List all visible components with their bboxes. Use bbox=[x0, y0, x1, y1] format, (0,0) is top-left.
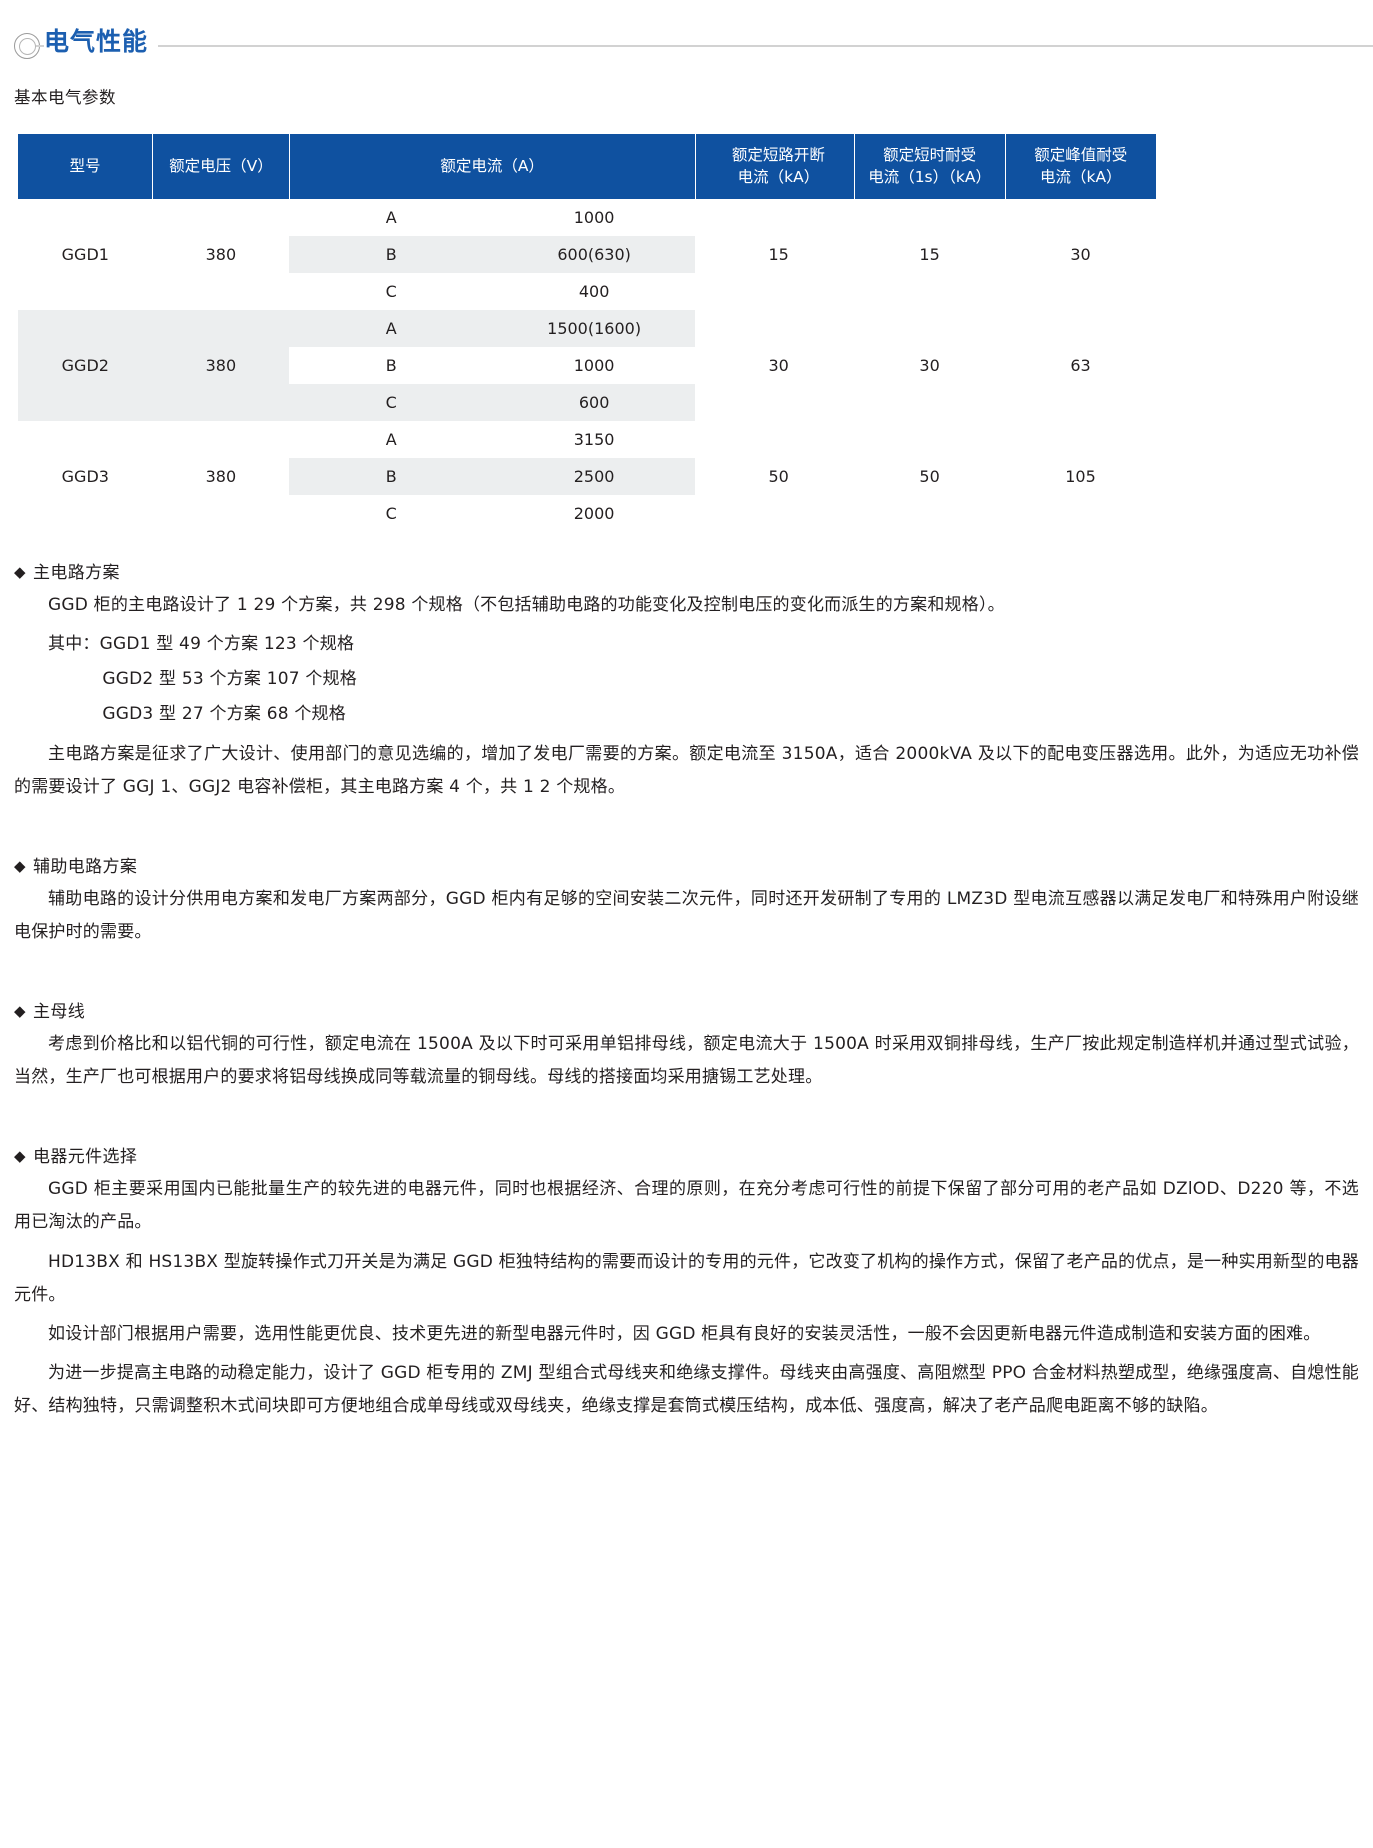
col-header-short-time-current: 额定短时耐受 电流（1s）（kA） bbox=[854, 134, 1006, 199]
table-row: GGD1 380 A 1000 15 15 30 bbox=[18, 198, 1156, 310]
col-header-current: 额定电流（A） bbox=[289, 134, 696, 199]
electrical-parameters-table: 型号 额定电压（V） 额定电流（A） 额定短路开断 电流（kA） 额定短时耐受 … bbox=[18, 134, 1156, 532]
component-selection-paragraph-4: 为进一步提高主电路的动稳定能力，设计了 GGD 柜专用的 ZMJ 型组合式母线夹… bbox=[14, 1363, 1359, 1417]
table-row: B 1000 bbox=[18, 347, 1156, 384]
col-header-model: 型号 bbox=[18, 134, 154, 199]
table-row: GGD3 380 A 3150 50 50 105 bbox=[18, 420, 1156, 532]
cell-voltage-ggd3: 380 bbox=[205, 466, 237, 486]
cell-model-ggd3: GGD3 bbox=[61, 466, 109, 486]
heading-component-selection-label: 电器元件选择 bbox=[32, 1147, 138, 1168]
main-circuit-paragraph-2: 其中：GGD1 型 49 个方案 123 个规格 bbox=[48, 634, 355, 655]
main-circuit-paragraph-3: GGD2 型 53 个方案 107 个规格 bbox=[102, 669, 357, 690]
table-row: C 2000 bbox=[18, 495, 1156, 532]
col-header-breaking-line2: 电流（kA） bbox=[737, 168, 820, 187]
table-row: B 2500 bbox=[18, 457, 1156, 495]
diamond-bullet-icon: ◆ bbox=[14, 1002, 26, 1021]
cell-phase: C bbox=[385, 503, 397, 523]
cell-peak-current-ggd3: 105 bbox=[1065, 466, 1096, 486]
table-row: B 600(630) bbox=[18, 235, 1156, 273]
cell-phase: C bbox=[385, 281, 397, 301]
cell-current: 3150 bbox=[573, 429, 615, 449]
cell-current: 1500(1600) bbox=[493, 309, 696, 347]
heading-component-selection: ◆ 电器元件选择 bbox=[14, 1142, 1373, 1167]
heading-main-circuit-label: 主电路方案 bbox=[32, 562, 120, 583]
col-header-short-time-line1: 额定短时耐受 bbox=[883, 146, 977, 164]
col-header-voltage: 额定电压（V） bbox=[152, 134, 290, 199]
heading-auxiliary-circuit-label: 辅助电路方案 bbox=[32, 856, 138, 877]
cell-phase: B bbox=[289, 457, 494, 495]
spacer bbox=[0, 1094, 1373, 1116]
spacer bbox=[0, 949, 1373, 971]
table-row: C 400 bbox=[18, 273, 1156, 310]
cell-phase: B bbox=[385, 355, 397, 375]
header-divider-line bbox=[36, 45, 1373, 47]
cell-breaking-current-ggd2: 30 bbox=[768, 355, 789, 375]
main-busbar-paragraph-1: 考虑到价格比和以铝代铜的可行性，额定电流在 1500A 及以下时可采用单铝排母线… bbox=[14, 1034, 1359, 1088]
auxiliary-circuit-paragraph-1: 辅助电路的设计分供用电方案和发电厂方案两部分，GGD 柜内有足够的空间安装二次元… bbox=[14, 888, 1359, 942]
subsection-label: 基本电气参数 bbox=[14, 88, 116, 107]
component-selection-paragraph-2: HD13BX 和 HS13BX 型旋转操作式刀开关是为满足 GGD 柜独特结构的… bbox=[14, 1251, 1359, 1305]
table-row: GGD2 380 A 1500(1600) 30 30 63 bbox=[18, 309, 1156, 421]
spacer bbox=[0, 804, 1373, 826]
col-header-breaking-line1: 额定短路开断 bbox=[731, 146, 825, 164]
main-circuit-paragraph-4: GGD3 型 27 个方案 68 个规格 bbox=[102, 704, 346, 725]
table-body: GGD1 380 A 1000 15 15 30 B 600(630) C 40… bbox=[18, 198, 1156, 532]
cell-current: 2500 bbox=[493, 457, 696, 495]
col-header-peak-line1: 额定峰值耐受 bbox=[1034, 146, 1128, 164]
cell-phase: A bbox=[385, 207, 397, 227]
heading-auxiliary-circuit: ◆ 辅助电路方案 bbox=[14, 852, 1373, 877]
component-selection-paragraph-1: GGD 柜主要采用国内已能批量生产的较先进的电器元件，同时也根据经济、合理的原则… bbox=[14, 1179, 1359, 1233]
cell-current: 2000 bbox=[573, 503, 615, 523]
cell-spacer bbox=[695, 420, 704, 532]
cell-peak-current-ggd1: 30 bbox=[1070, 244, 1091, 264]
spec-table-container: 型号 额定电压（V） 额定电流（A） 额定短路开断 电流（kA） 额定短时耐受 … bbox=[18, 134, 1359, 532]
cell-spacer bbox=[695, 198, 704, 310]
col-header-short-time-line2: 电流（1s）（kA） bbox=[868, 168, 991, 187]
col-header-peak-current: 额定峰值耐受 电流（kA） bbox=[1005, 134, 1156, 199]
diamond-bullet-icon: ◆ bbox=[14, 562, 26, 581]
main-circuit-paragraph-5: 主电路方案是征求了广大设计、使用部门的意见选编的，增加了发电厂需要的方案。额定电… bbox=[14, 743, 1359, 797]
col-header-spacer bbox=[695, 134, 704, 199]
cell-current: 600(630) bbox=[493, 235, 696, 273]
main-circuit-paragraph-1: GGD 柜的主电路设计了 1 29 个方案，共 298 个规格（不包括辅助电路的… bbox=[48, 594, 1005, 615]
cell-short-time-current-ggd1: 15 bbox=[919, 244, 940, 264]
cell-current: 600 bbox=[493, 383, 696, 421]
cell-phase: C bbox=[289, 383, 494, 421]
heading-main-busbar: ◆ 主母线 bbox=[14, 997, 1373, 1022]
diamond-bullet-icon: ◆ bbox=[14, 856, 26, 875]
heading-main-circuit: ◆ 主电路方案 bbox=[14, 558, 1373, 583]
cell-short-time-current-ggd2: 30 bbox=[919, 355, 940, 375]
cell-phase: B bbox=[289, 235, 494, 273]
table-header-row: 型号 额定电压（V） 额定电流（A） 额定短路开断 电流（kA） 额定短时耐受 … bbox=[18, 134, 1156, 199]
cell-current: 1000 bbox=[573, 355, 615, 375]
page-title: 电气性能 bbox=[44, 22, 159, 58]
page-root: 电气性能 基本电气参数 型号 额定电压（V） 额定电流（A） bbox=[0, 0, 1373, 1417]
cell-breaking-current-ggd3: 50 bbox=[768, 466, 789, 486]
section-header: 电气性能 bbox=[0, 0, 1373, 62]
table-row: C 600 bbox=[18, 383, 1156, 421]
cell-spacer bbox=[695, 309, 704, 421]
cell-short-time-current-ggd3: 50 bbox=[919, 466, 940, 486]
component-selection-paragraph-3: 如设计部门根据用户需要，选用性能更优良、技术更先进的新型电器元件时，因 GGD … bbox=[48, 1323, 1321, 1344]
cell-model-ggd2: GGD2 bbox=[18, 309, 153, 421]
diamond-bullet-icon: ◆ bbox=[14, 1147, 26, 1166]
cell-breaking-current-ggd1: 15 bbox=[768, 244, 789, 264]
cell-phase: A bbox=[289, 309, 494, 347]
cell-current: 1000 bbox=[573, 207, 615, 227]
col-header-peak-line2: 电流（kA） bbox=[1039, 168, 1122, 187]
heading-main-busbar-label: 主母线 bbox=[32, 1002, 86, 1023]
col-header-breaking-current: 额定短路开断 电流（kA） bbox=[703, 134, 855, 199]
cell-voltage-ggd1: 380 bbox=[205, 244, 237, 264]
cell-current: 400 bbox=[578, 281, 610, 301]
cell-phase: A bbox=[385, 429, 397, 449]
cell-peak-current-ggd2: 63 bbox=[1070, 355, 1091, 375]
cell-model-ggd1: GGD1 bbox=[61, 244, 109, 264]
cell-voltage-ggd2: 380 bbox=[152, 309, 290, 421]
